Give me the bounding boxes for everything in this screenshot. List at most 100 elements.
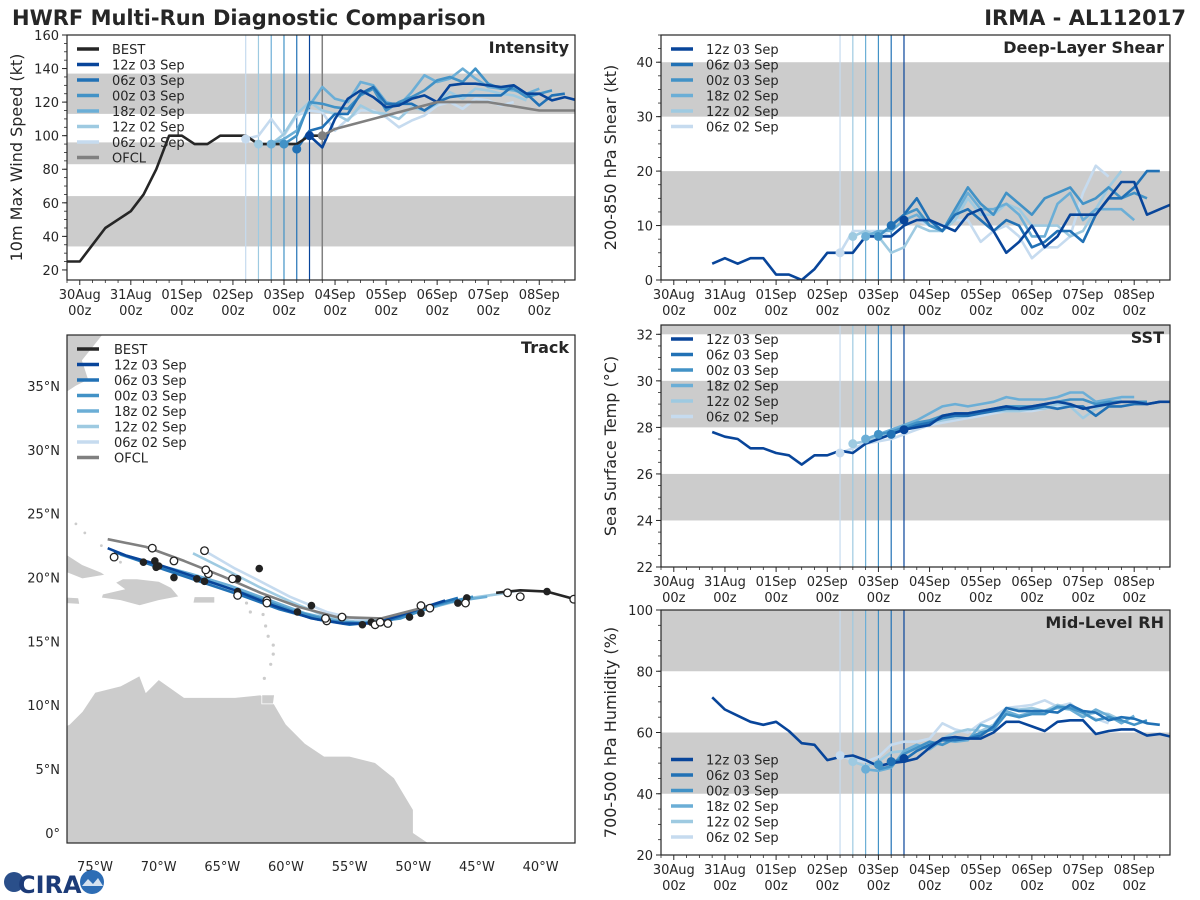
series-line-00z-03-sep	[878, 705, 1148, 771]
legend-label-06z-03-sep: 06z 03 Sep	[706, 59, 779, 74]
lon-tick-label: 70°W	[141, 860, 177, 875]
legend-label-12z-02-sep: 12z 02 Sep	[112, 121, 185, 136]
plot-area	[661, 35, 1170, 280]
init-marker-06z-03-sep	[292, 144, 302, 154]
lat-tick-label: 35°N	[27, 380, 60, 395]
threshold-band	[661, 325, 1170, 335]
init-marker-12z-02-sep	[253, 139, 263, 149]
x-tick-label: 00z	[918, 304, 942, 319]
x-tick-label: 08Sep	[1114, 863, 1155, 878]
track-marker-filled	[417, 609, 425, 618]
legend-label-12z-02-sep: 12z 02 Sep	[706, 816, 779, 831]
legend-label-best: BEST	[112, 43, 145, 58]
x-tick-label: 00z	[1071, 879, 1095, 894]
track-marker-open	[109, 552, 119, 562]
panel-title: Intensity	[489, 38, 570, 57]
legend-label-12z-03-sep: 12z 03 Sep	[706, 754, 779, 769]
x-tick-label: 00z	[1020, 591, 1044, 606]
series-line-12z-02-sep	[852, 170, 1123, 255]
legend-label-12z-02-sep: 12z 02 Sep	[706, 105, 779, 120]
x-tick-label: 00z	[272, 304, 296, 319]
track-marker-filled	[200, 577, 209, 586]
x-tick-label: 08Sep	[519, 288, 560, 303]
x-tick-label: 04Sep	[315, 288, 356, 303]
land-trinidad	[261, 694, 275, 705]
land-island	[269, 662, 273, 666]
panel-sst: 22242628303230Aug00z31Aug00z01Sep00z02Se…	[601, 324, 1171, 606]
x-tick-label: 30Aug	[653, 288, 695, 303]
panel-intensity: 2040608010012014016030Aug00z31Aug00z01Se…	[7, 29, 576, 319]
legend-label-06z-02-sep: 06z 02 Sep	[706, 121, 779, 136]
x-tick-label: 00z	[662, 304, 686, 319]
y-tick-label: 32	[636, 328, 653, 343]
y-tick-label: 40	[42, 230, 59, 245]
land-hispaniola	[100, 578, 180, 607]
track-line-12z-02-sep	[192, 552, 508, 624]
legend-label-12z-03-sep: 12z 03 Sep	[112, 59, 185, 74]
init-marker-ofcl	[317, 131, 327, 141]
lat-tick-label: 5°N	[36, 763, 61, 778]
y-tick-label: 10	[636, 220, 653, 235]
track-line-06z-02-sep	[203, 549, 521, 621]
legend-label-18z-02-sep: 18z 02 Sep	[706, 380, 779, 395]
init-marker-06z-03-sep	[886, 757, 896, 767]
series-line-ofcl	[321, 100, 575, 137]
y-axis-label: 200-850 hPa Shear (kt)	[601, 65, 620, 251]
track-marker-filled	[170, 573, 178, 582]
series-line-06z-02-sep	[839, 698, 1110, 763]
init-marker-06z-02-sep	[241, 134, 251, 144]
init-marker-00z-03-sep	[873, 429, 883, 439]
legend-label-06z-03-sep: 06z 03 Sep	[706, 349, 779, 364]
y-tick-label: 100	[34, 130, 59, 145]
legend-label-12z-02-sep: 12z 02 Sep	[114, 421, 187, 436]
legend-label-best: BEST	[114, 343, 147, 358]
init-marker-06z-03-sep	[886, 429, 896, 439]
y-tick-label: 80	[636, 665, 653, 680]
land-island	[264, 624, 268, 628]
y-tick-label: 120	[34, 96, 59, 111]
x-tick-label: 00z	[867, 304, 891, 319]
land-island	[83, 531, 87, 535]
lon-tick-label: 65°W	[204, 860, 240, 875]
plot-area	[661, 610, 1170, 855]
x-tick-label: 00z	[918, 591, 942, 606]
lon-tick-label: 40°W	[523, 860, 559, 875]
y-tick-label: 20	[42, 264, 59, 279]
x-tick-label: 00z	[221, 304, 245, 319]
x-tick-label: 00z	[867, 591, 891, 606]
init-marker-12z-02-sep	[848, 757, 858, 767]
threshold-band	[661, 62, 1170, 117]
map-area	[67, 335, 575, 843]
land-island	[261, 612, 265, 617]
legend-label-00z-03-sep: 00z 03 Sep	[706, 364, 779, 379]
track-marker-filled	[293, 608, 302, 616]
legend-label-06z-02-sep: 06z 02 Sep	[112, 136, 185, 151]
y-tick-label: 26	[636, 468, 653, 483]
x-tick-label: 03Sep	[858, 288, 899, 303]
x-tick-label: 00z	[1071, 304, 1095, 319]
threshold-band	[67, 142, 575, 165]
panel-track: 0° 5°N 10°N 15°N 20°N 25°N 30°N 35°N 75°W 70°W 65°…	[27, 334, 576, 875]
logo-text: CIRA	[18, 871, 82, 898]
x-tick-label: 06Sep	[417, 288, 458, 303]
axes-frame	[66, 34, 576, 281]
init-marker-18z-02-sep	[861, 231, 871, 241]
legend-label-12z-03-sep: 12z 03 Sep	[706, 43, 779, 58]
x-tick-label: 08Sep	[1114, 575, 1155, 590]
x-tick-label: 07Sep	[1063, 288, 1104, 303]
lat-tick-label: 20°N	[27, 572, 60, 587]
series-line-12z-03-sep	[711, 696, 1170, 768]
x-tick-label: 02Sep	[807, 575, 848, 590]
x-tick-label: 04Sep	[909, 863, 950, 878]
y-tick-label: 160	[34, 29, 59, 44]
x-tick-label: 00z	[1123, 879, 1147, 894]
lon-tick-label: 50°W	[395, 860, 431, 875]
y-tick-label: 40	[636, 788, 653, 803]
y-tick-label: 60	[42, 197, 59, 212]
track-line-18z-02-sep	[126, 554, 488, 624]
legend-label-ofcl: OFCL	[112, 152, 147, 167]
track-marker-filled	[152, 563, 160, 572]
x-tick-label: 01Sep	[756, 575, 797, 590]
legend-label-06z-03-sep: 06z 03 Sep	[706, 769, 779, 784]
